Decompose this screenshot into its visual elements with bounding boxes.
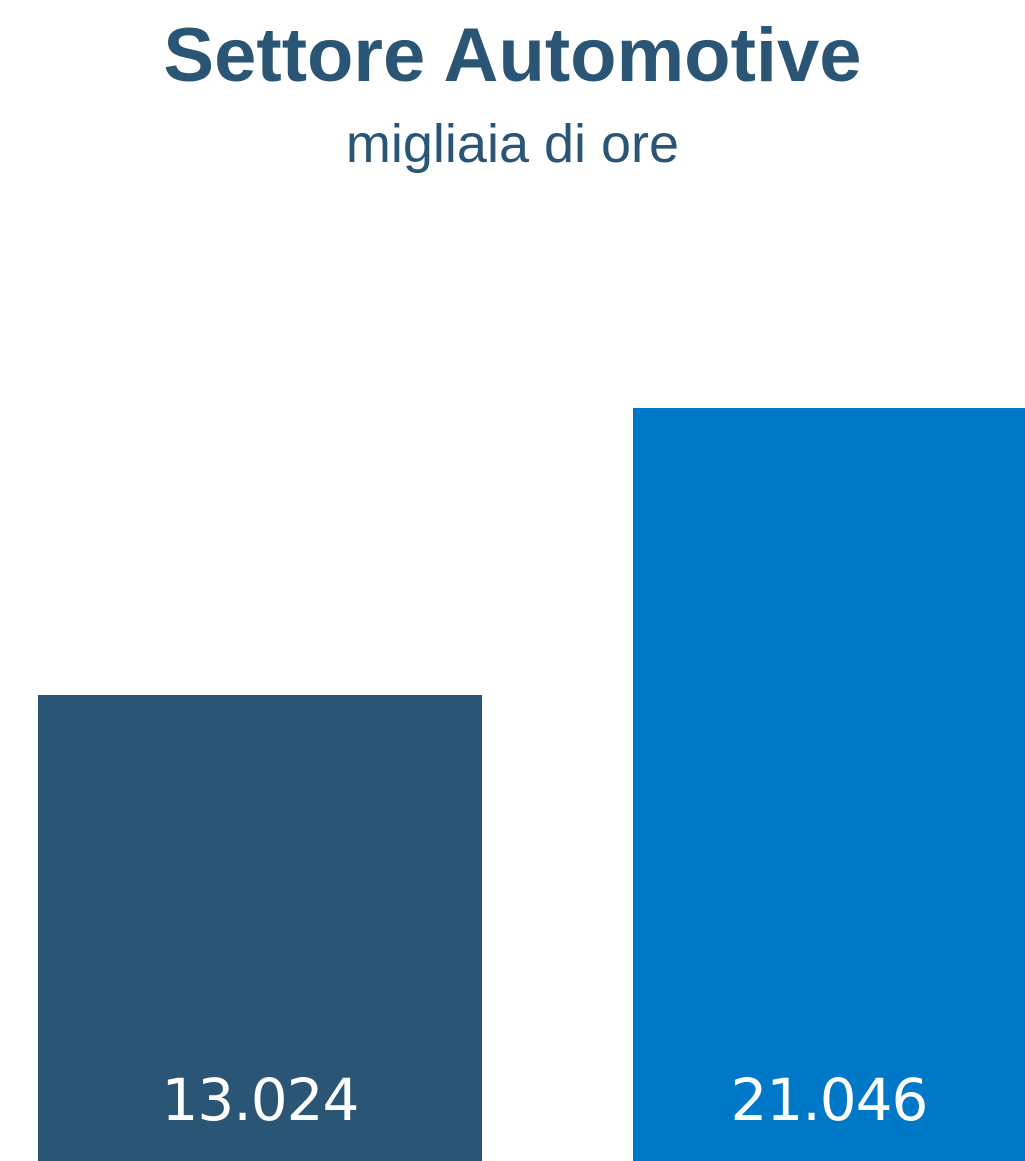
- bar-2: [633, 408, 1025, 1161]
- bar-1: [38, 695, 482, 1161]
- chart-title: Settore Automotive: [163, 13, 862, 98]
- bar-value-label-1: 13.024: [161, 1066, 360, 1134]
- chart-subtitle: migliaia di ore: [345, 114, 680, 174]
- bar-value-label-2: 21.046: [730, 1066, 929, 1134]
